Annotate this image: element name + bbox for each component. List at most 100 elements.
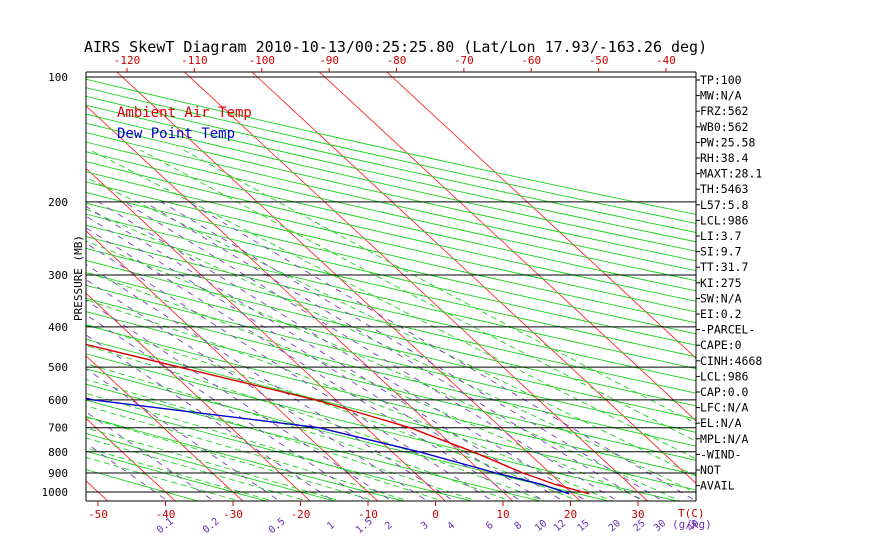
dry-adiabat <box>86 113 696 252</box>
bottom-temp-tick-label: -10 <box>358 508 378 521</box>
stats-item: L57:5.8 <box>700 198 749 212</box>
bottom-temp-tick-label: 20 <box>564 508 577 521</box>
dry-adiabat <box>86 236 696 382</box>
bottom-temp-tick-label: -40 <box>156 508 176 521</box>
mixing-ratio-line <box>160 201 661 500</box>
legend-item: Dew Point Temp <box>117 126 235 142</box>
dry-adiabat <box>86 141 696 282</box>
stats-item: CAPE:0 <box>700 338 742 352</box>
x-axis-label: T(C) <box>678 507 705 520</box>
legend-item: Ambient Air Temp <box>117 105 252 121</box>
stats-item: TT:31.7 <box>700 260 749 274</box>
isotherm-line <box>86 292 311 501</box>
mixing-ratio-line <box>98 201 584 500</box>
stats-item: WB0:562 <box>700 120 748 134</box>
dry-adiabat <box>86 353 680 501</box>
isotherm-line <box>183 72 649 501</box>
dry-adiabat <box>86 202 696 346</box>
mixing-ratio-line <box>86 227 519 500</box>
legend: Ambient Air Temp Dew Point Temp <box>117 105 252 142</box>
mixing-ratio-line <box>187 201 694 500</box>
pressure-tick-label: 600 <box>48 394 68 407</box>
dry-adiabat <box>86 151 696 292</box>
pressure-tick-label: 500 <box>48 361 68 374</box>
stats-item: TP:100 <box>700 73 742 87</box>
top-temp-tick-label: -100 <box>249 54 276 67</box>
isotherm-line <box>86 355 244 501</box>
stats-item: SI:9.7 <box>700 245 742 259</box>
mixing-ratio-label: 6 <box>484 520 496 532</box>
stats-item: PW:25.58 <box>700 135 755 149</box>
top-temp-tick-label: -120 <box>114 54 141 67</box>
moist-adiabat <box>86 456 241 501</box>
mixing-ratio-line <box>86 215 541 500</box>
mixing-ratio-label: 8 <box>513 520 525 532</box>
moist-adiabat <box>86 240 681 501</box>
stats-item: EI:0.2 <box>700 307 742 321</box>
dry-adiabat <box>86 368 611 501</box>
isobars <box>86 76 696 493</box>
top-temp-tick-label: -40 <box>656 54 676 67</box>
mixing-ratio-line <box>86 314 365 500</box>
dry-adiabat <box>86 259 696 407</box>
stats-item: SW:N/A <box>700 291 742 305</box>
stats-item: LCL:986 <box>700 213 749 227</box>
moist-adiabat <box>86 323 580 501</box>
stats-item: LCL:986 <box>700 369 749 383</box>
moist-adiabat <box>86 208 696 494</box>
moist-adiabat <box>86 447 275 501</box>
stats-item: KI:275 <box>700 276 742 290</box>
moist-adiabat <box>86 405 410 501</box>
mixing-ratio-line <box>86 205 560 500</box>
dry-adiabat <box>86 383 543 501</box>
pressure-tick-label: 100 <box>48 71 68 84</box>
pressure-tick-label: 1000 <box>42 486 69 499</box>
moist-adiabat <box>86 392 444 501</box>
stats-item: MAXT:28.1 <box>700 167 762 181</box>
moist-adiabat <box>86 344 546 501</box>
mixing-ratio-label: 1 <box>325 520 337 532</box>
isotherm-line <box>318 72 696 422</box>
mixing-ratio-line <box>86 368 278 500</box>
dry-adiabat <box>86 247 696 394</box>
stats-item: NOT <box>700 463 721 477</box>
dry-adiabat <box>86 181 696 324</box>
pressure-tick-label: 900 <box>48 467 68 480</box>
bottom-temp-tick-label: 0 <box>432 508 439 521</box>
dry-adiabat <box>86 272 696 420</box>
stats-item: LI:3.7 <box>700 229 742 243</box>
isotherm-line <box>86 167 446 501</box>
stats-item: -PARCEL- <box>700 323 755 337</box>
dry-adiabat <box>86 171 696 313</box>
isotherm-line <box>86 230 379 501</box>
moist-adiabat <box>86 363 512 501</box>
stats-item: RH:38.4 <box>700 151 749 165</box>
mixing-ratio-label: 0.2 <box>201 516 222 536</box>
mixing-ratio-label: 2 <box>383 520 395 532</box>
top-temp-tick-label: -60 <box>521 54 541 67</box>
stats-item: MW:N/A <box>700 89 742 103</box>
stats-item: AVAIL <box>700 479 735 493</box>
mixing-ratio-label: 0.5 <box>267 516 288 536</box>
stats-item: LFC:N/A <box>700 401 749 415</box>
moist-adiabat <box>140 149 696 442</box>
moist-adiabat <box>86 299 614 501</box>
profiles <box>86 343 590 495</box>
top-temp-tick-label: -80 <box>387 54 407 67</box>
bottom-temp-tick-label: -30 <box>223 508 243 521</box>
bottom-temp-tick-label: -50 <box>88 508 108 521</box>
dry-adiabat <box>86 132 696 272</box>
moist-adiabat <box>86 271 648 501</box>
dry-adiabat <box>86 213 696 358</box>
mixing-ratio-unit: (g/kg) <box>672 518 712 531</box>
dry-adiabat <box>86 338 696 491</box>
pressure-tick-label: 300 <box>48 269 68 282</box>
pressure-tick-label: 800 <box>48 446 68 459</box>
pressure-tick-label: 700 <box>48 422 68 435</box>
mixing-ratio-line <box>123 201 615 500</box>
series-line-dew-point-temp <box>86 397 570 495</box>
series-line-ambient-air-temp <box>86 343 590 495</box>
isotherm-line <box>0 68 42 503</box>
pressure-tick-label: 200 <box>48 196 68 209</box>
